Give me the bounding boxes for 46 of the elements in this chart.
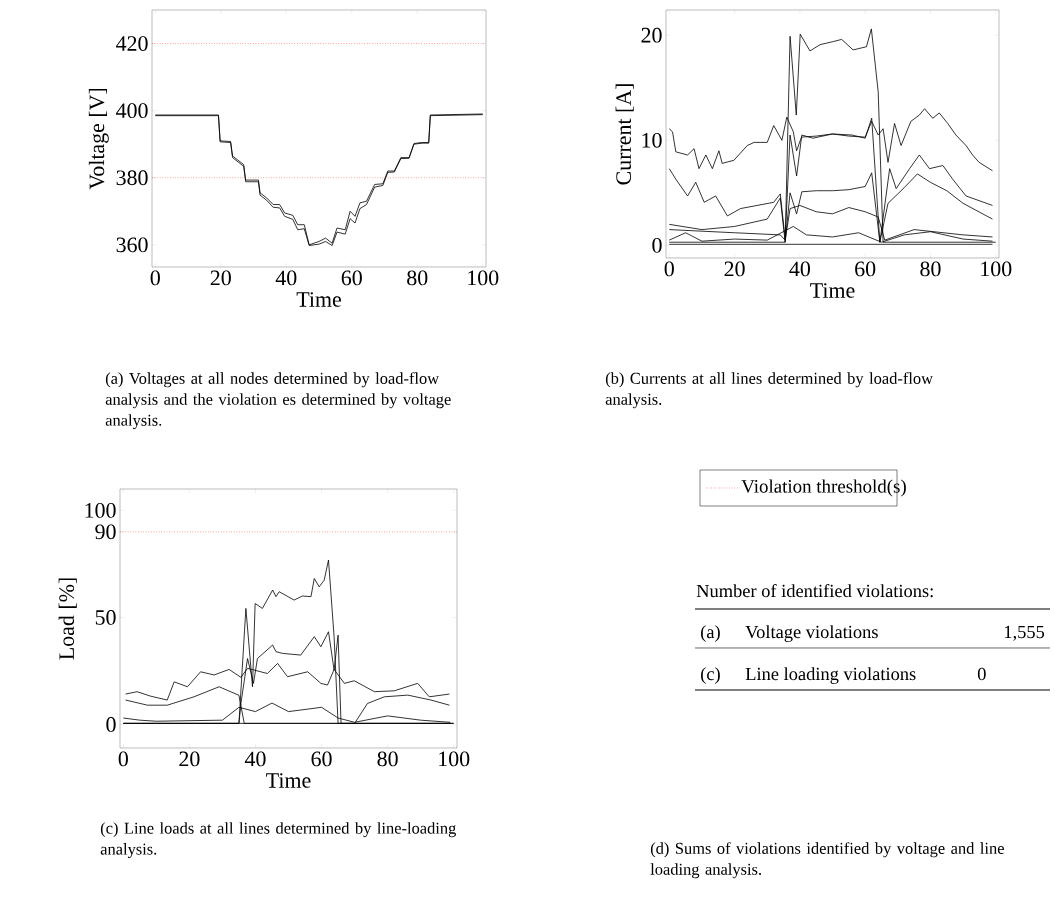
x-axis-title: Time	[810, 283, 855, 298]
x-tick-label: 100	[468, 270, 499, 286]
x-tick-label: 100	[439, 751, 470, 767]
y-tick-label: 20	[641, 27, 662, 43]
y-tick-label: 90	[95, 524, 116, 540]
text: (d) Sums of violations identified by voltage and line loading analysis.	[650, 842, 1004, 879]
x-tick-label: 80	[920, 261, 941, 277]
y-tick-label: 360	[116, 237, 148, 253]
x-tick-label: 20	[724, 261, 745, 277]
x-tick-label: 80	[377, 751, 398, 767]
y-tick-label: 400	[116, 103, 148, 119]
x-tick-label: 0	[664, 261, 674, 277]
y-tick-label: 0	[652, 237, 662, 253]
text: (a)	[701, 625, 720, 642]
y-tick-label: 0	[106, 717, 116, 732]
text: 0	[977, 667, 986, 681]
y-tick-label: 420	[116, 36, 148, 51]
x-tick-label: 40	[244, 751, 266, 767]
y-axis-title: Voltage [V]	[88, 88, 109, 190]
text: (a) Voltages at all nodes determined by load-flow analysis and the violation es determined by voltage analysis.	[105, 372, 451, 430]
y-tick-label: 100	[85, 502, 116, 518]
category-label: Voltage violations	[745, 625, 878, 642]
x-tick-label: 20	[210, 270, 231, 286]
text: Number of identified violations:	[696, 584, 933, 598]
text: (c) Line loads at all lines determined by line-loading analysis.	[100, 822, 456, 859]
x-tick-label: 60	[855, 261, 876, 277]
text: (c)	[701, 667, 720, 684]
x-tick-label: 40	[275, 270, 297, 286]
x-tick-label: 80	[407, 270, 428, 286]
text: 1,555	[1004, 625, 1045, 641]
x-axis-title: Time	[266, 773, 311, 788]
y-axis-title: Load [%]	[58, 578, 77, 660]
text: Violation threshold(s)	[741, 479, 906, 497]
text: (b) Currents at all lines determined by load-flow analysis.	[605, 372, 933, 409]
x-tick-label: 100	[981, 261, 1012, 277]
y-tick-label: 50	[95, 610, 116, 625]
x-tick-label: 40	[789, 261, 810, 277]
y-tick-label: 10	[642, 132, 662, 148]
x-tick-label: 60	[311, 751, 332, 767]
x-tick-label: 0	[150, 270, 160, 286]
x-tick-label: 20	[179, 751, 200, 767]
category-label: Line loading violations	[745, 667, 916, 684]
y-tick-label: 380	[116, 170, 148, 186]
x-tick-label: 60	[341, 270, 362, 286]
y-axis-title: Current [A]	[615, 84, 634, 185]
x-axis-title: Time	[296, 292, 341, 307]
